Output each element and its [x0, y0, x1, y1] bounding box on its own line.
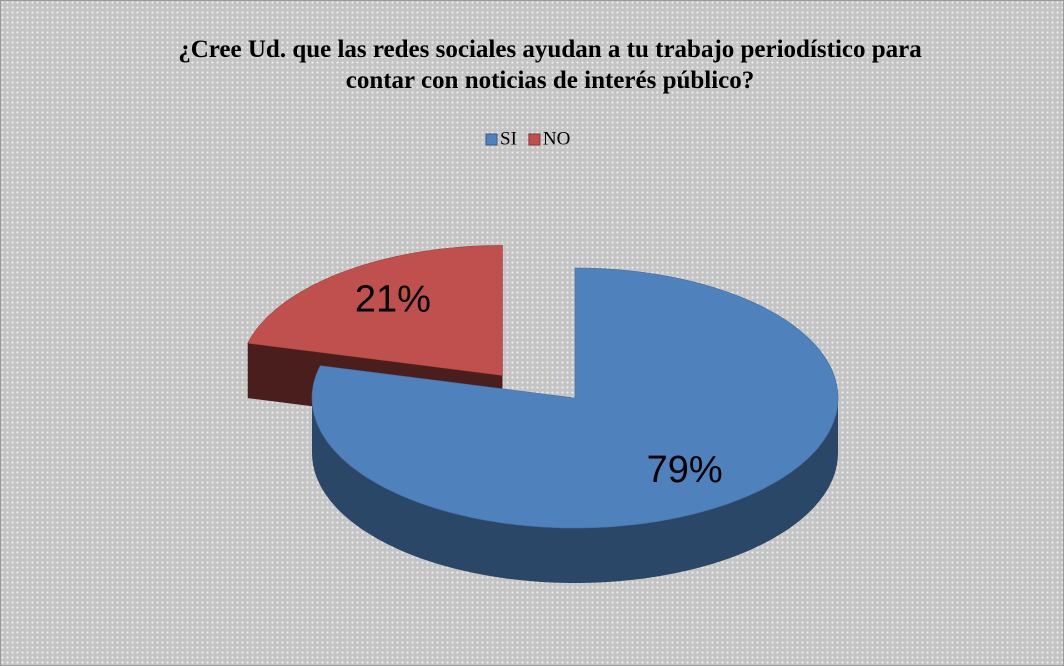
pie: 79% 21% [247, 245, 839, 583]
slice [247, 245, 503, 376]
legend-label: SI [500, 128, 517, 149]
slice-side [312, 398, 838, 583]
legend: SI NO [485, 128, 570, 149]
data-label: 79% [647, 449, 723, 491]
data-label: 21% [355, 278, 431, 320]
legend-swatch [528, 133, 541, 146]
chart-title: ¿Cree Ud. que las redes sociales ayudan … [178, 36, 922, 94]
slice [311, 267, 839, 529]
legend-swatch [485, 133, 498, 146]
legend-label: NO [543, 128, 570, 149]
